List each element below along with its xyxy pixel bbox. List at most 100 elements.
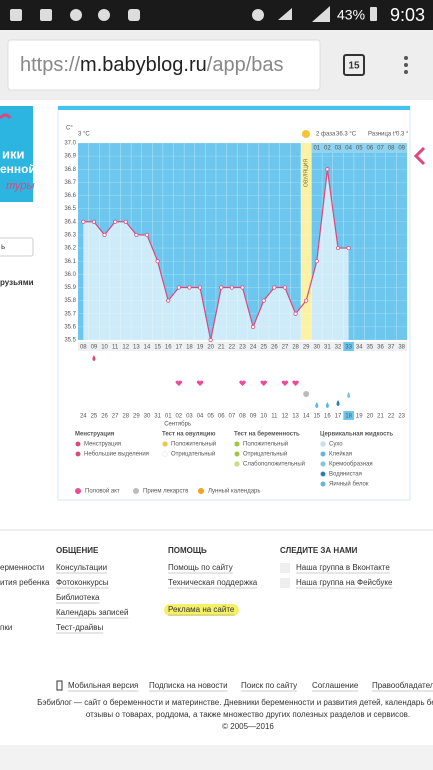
date-label: 31 bbox=[154, 414, 161, 420]
y-tick-label: 36.3 bbox=[64, 233, 76, 239]
x-tick-label: 25 bbox=[260, 345, 267, 351]
bottom-link[interactable]: Подписка на новости bbox=[149, 681, 228, 690]
footer-link[interactable]: Календарь записей bbox=[56, 608, 128, 617]
date-label: 14 bbox=[303, 414, 310, 420]
x-tick-label: 20 bbox=[207, 345, 214, 351]
legend-icon bbox=[162, 441, 168, 447]
legend-title: Менструация bbox=[75, 432, 115, 438]
footer-link[interactable]: Фотоконкурсы bbox=[56, 578, 109, 587]
phase-day: 09 bbox=[398, 146, 405, 152]
legend-icon bbox=[234, 451, 240, 457]
bottom-link[interactable]: Соглашение bbox=[312, 681, 359, 690]
pill-icon bbox=[303, 391, 310, 397]
temperature-point bbox=[81, 219, 86, 224]
date-label: 13 bbox=[292, 414, 299, 420]
footer-link[interactable]: пки bbox=[0, 623, 12, 632]
legend-icon bbox=[75, 441, 81, 447]
date-label: 21 bbox=[377, 414, 384, 420]
y-tick-label: 36.0 bbox=[64, 272, 76, 278]
temperature-point bbox=[272, 285, 277, 290]
y-tick-label: 35.9 bbox=[64, 285, 76, 291]
date-label: 05 bbox=[207, 414, 214, 420]
date-label: 19 bbox=[356, 414, 363, 420]
tabs-button[interactable] bbox=[343, 54, 365, 76]
footer-link[interactable]: Консультации bbox=[56, 563, 107, 572]
footer-link[interactable]: Наша группа на Фейсбуке bbox=[296, 578, 393, 587]
temperature-point bbox=[229, 285, 234, 290]
y-tick-label: 36.8 bbox=[64, 167, 76, 173]
phase-days-row bbox=[311, 143, 407, 153]
temperature-point bbox=[219, 285, 224, 290]
date-label: 23 bbox=[398, 414, 405, 420]
today-box bbox=[343, 342, 354, 351]
temperature-point bbox=[155, 259, 160, 264]
url-bar[interactable] bbox=[7, 39, 321, 91]
heart-icon bbox=[281, 380, 289, 386]
x-tick-label: 24 bbox=[250, 345, 257, 351]
footer-heading: ОБЩЕНИЕ bbox=[56, 546, 99, 555]
diff-label: Разница t° bbox=[368, 132, 398, 138]
date-label: 16 bbox=[324, 414, 331, 420]
temperature-point bbox=[176, 285, 181, 290]
url-scheme: https:// bbox=[20, 54, 80, 76]
bottom-link[interactable]: Поиск по сайту bbox=[241, 681, 297, 690]
clock: 9:03 bbox=[390, 5, 425, 25]
temperature-point bbox=[325, 167, 330, 172]
date-label: 29 bbox=[133, 414, 140, 420]
date-label: 20 bbox=[367, 414, 374, 420]
fluid-icon bbox=[347, 392, 351, 398]
sidebar-link[interactable]: рузьями bbox=[0, 278, 34, 287]
y-tick-label: 35.6 bbox=[64, 324, 76, 330]
footer-link[interactable]: Помощь по сайту bbox=[168, 563, 233, 572]
x-tick-label: 22 bbox=[229, 345, 236, 351]
phase-day: 03 bbox=[335, 146, 342, 152]
highlight bbox=[164, 604, 239, 616]
footer-link[interactable]: Библиотека bbox=[56, 593, 100, 602]
temperature-point bbox=[144, 232, 150, 238]
x-tick-label: 16 bbox=[165, 345, 172, 351]
legend-title: Тест на беременность bbox=[234, 431, 300, 438]
side-arrow[interactable] bbox=[413, 146, 426, 166]
temperature-point bbox=[314, 259, 319, 264]
x-tick-label: 36 bbox=[377, 345, 384, 351]
footer-link[interactable]: Реклама на сайте bbox=[168, 605, 235, 614]
x-tick-label: 29 bbox=[303, 345, 310, 351]
footer-link[interactable]: ития ребенка bbox=[0, 578, 50, 587]
bottom-link[interactable]: Мобильная версия bbox=[68, 681, 138, 690]
banner-text: енной bbox=[0, 162, 36, 176]
x-tick-label: 33 bbox=[345, 345, 352, 351]
date-label: 07 bbox=[229, 414, 236, 420]
heart-icon bbox=[196, 380, 204, 386]
y-tick-label: 36.2 bbox=[64, 246, 76, 252]
legend-icon bbox=[320, 451, 326, 457]
legend-icon bbox=[320, 441, 326, 447]
sidebar-input-text: ь bbox=[1, 242, 5, 251]
date-label: 24 bbox=[80, 414, 87, 420]
bottom-link[interactable]: Правообладателя bbox=[372, 681, 433, 690]
today-date-box bbox=[343, 411, 354, 420]
x-tick-label: 28 bbox=[292, 345, 299, 351]
footer-link[interactable]: Наша группа в Вконтакте bbox=[296, 563, 390, 572]
legend-icon bbox=[320, 461, 326, 467]
legend-item: Клейкая bbox=[329, 451, 352, 458]
x-tick-label: 23 bbox=[239, 345, 246, 351]
menstruation-drop bbox=[92, 355, 96, 361]
page-bottom bbox=[0, 745, 433, 770]
legend-item: Прием лекарств bbox=[143, 489, 188, 495]
footer-link[interactable]: Тест-драйвы bbox=[56, 623, 104, 632]
sidebar-input[interactable] bbox=[0, 237, 34, 257]
footer-link[interactable]: ерменности bbox=[0, 563, 44, 572]
legend-item: Половой акт bbox=[85, 488, 120, 495]
date-label: 28 bbox=[122, 414, 129, 420]
x-tick-label: 35 bbox=[367, 345, 374, 351]
legend-item: Менструация bbox=[84, 442, 121, 448]
temperature-point bbox=[208, 337, 213, 343]
legend-item: Лунный календарь bbox=[208, 488, 261, 495]
menu-button[interactable] bbox=[404, 56, 408, 74]
banner[interactable] bbox=[0, 106, 33, 202]
legend-title: Тест на овуляцию bbox=[162, 432, 215, 438]
y-tick-label: 36.6 bbox=[64, 193, 76, 199]
footer-link[interactable]: Техническая поддержка bbox=[168, 578, 258, 587]
legend-item: Небольшие выделения bbox=[84, 452, 149, 458]
url: https://m.babyblog.ru/app/bas bbox=[20, 54, 284, 76]
